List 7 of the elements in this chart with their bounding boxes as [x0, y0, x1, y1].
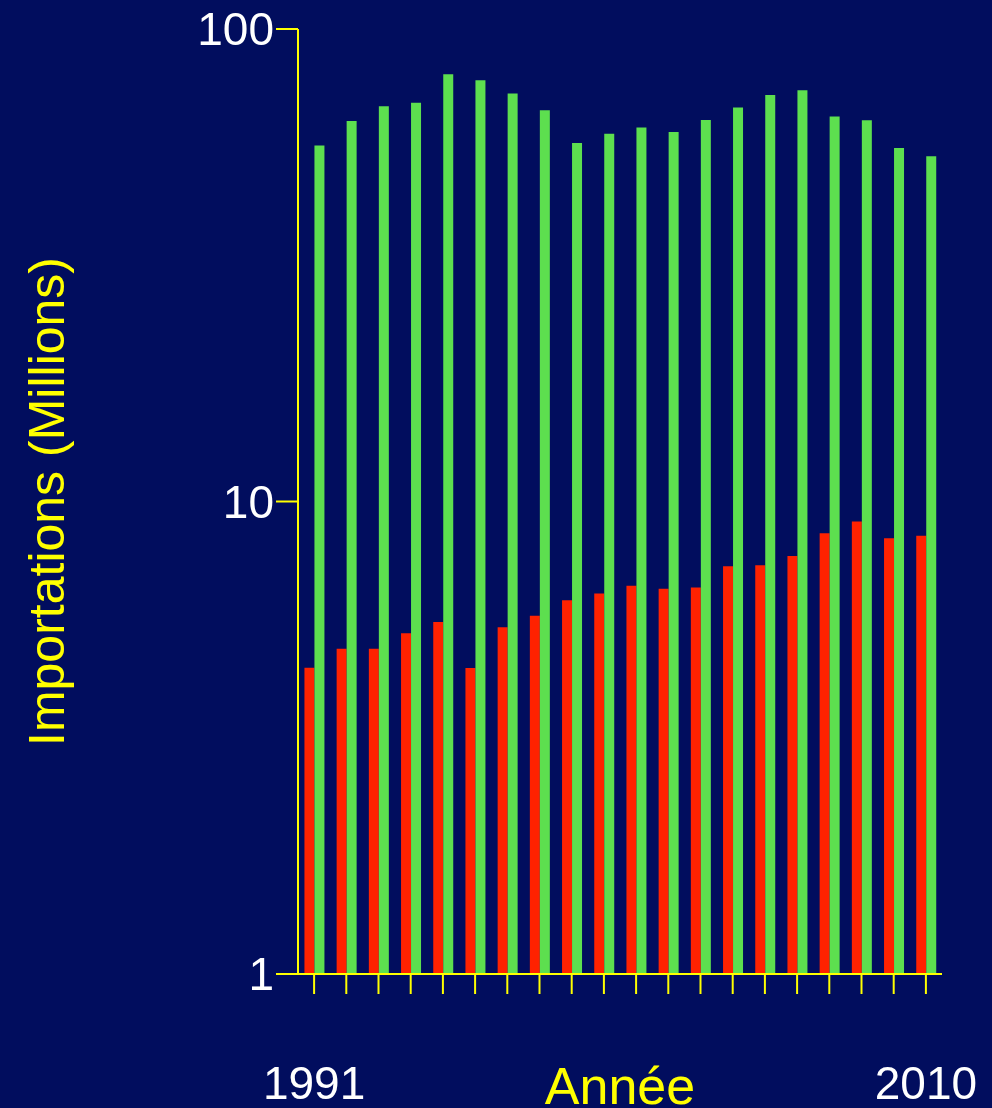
- x-tick-label: 1991: [262, 1056, 366, 1108]
- y-axis-title: Importations (Millions): [18, 256, 75, 747]
- y-tick-label: 10: [222, 475, 274, 528]
- y-tick-label: 1: [248, 948, 274, 1001]
- x-tick-label: 2010: [874, 1056, 978, 1108]
- x-axis-title: Année: [544, 1057, 696, 1108]
- y-tick-label: 100: [197, 3, 274, 56]
